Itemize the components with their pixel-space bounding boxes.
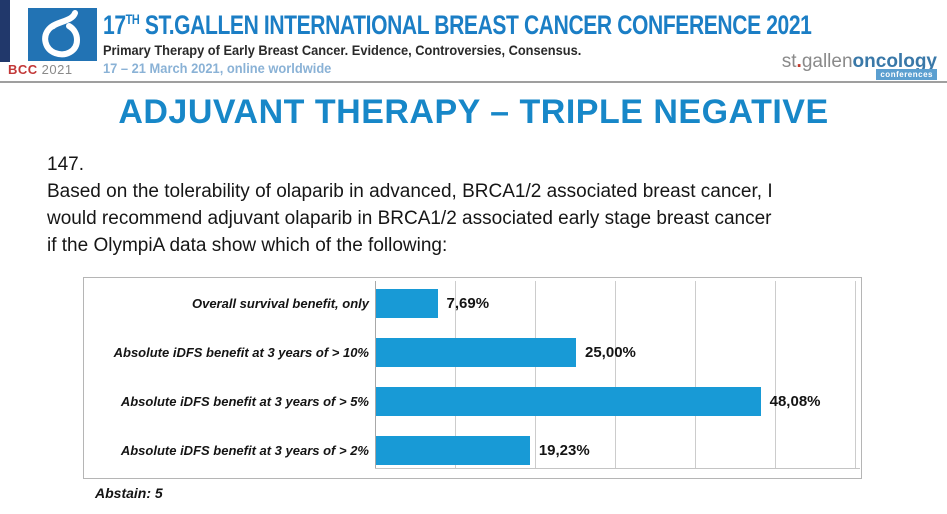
category-label: Overall survival benefit, only xyxy=(191,296,369,311)
plot-area: 7,69% 25,00% 48,08% 19,23% xyxy=(375,281,860,469)
value-label: 48,08% xyxy=(769,393,821,410)
value-label: 19,23% xyxy=(538,442,590,459)
category-label: Absolute iDFS benefit at 3 years of > 5% xyxy=(120,394,369,409)
question-text: Based on the tolerability of olaparib in… xyxy=(47,178,773,259)
category-label: Absolute iDFS benefit at 3 years of > 10… xyxy=(113,345,369,360)
bcc-2021-logo xyxy=(28,8,97,61)
bcc-2021-label: BCC 2021 xyxy=(8,62,73,77)
conferences-badge: conferences xyxy=(876,69,937,80)
bar xyxy=(376,338,576,367)
question-block: 147. Based on the tolerability of olapar… xyxy=(47,151,773,259)
gridline xyxy=(775,281,776,468)
bar xyxy=(376,289,438,318)
value-label: 7,69% xyxy=(446,295,490,312)
question-line: if the OlympiA data show which of the fo… xyxy=(47,235,448,256)
bar xyxy=(376,436,530,465)
bar xyxy=(376,387,761,416)
slide-title: ADJUVANT THERAPY – TRIPLE NEGATIVE xyxy=(118,93,829,131)
axis-baseline xyxy=(375,281,376,468)
question-line: would recommend adjuvant olaparib in BRC… xyxy=(47,208,772,229)
value-label: 25,00% xyxy=(585,344,636,361)
conference-title: 17TH ST.GALLEN INTERNATIONAL BREAST CANC… xyxy=(103,10,812,40)
poll-results-chart: 7,69% 25,00% 48,08% 19,23% Overall survival… xyxy=(83,277,862,479)
bcc-text: BCC xyxy=(8,62,38,77)
brand-gallen: gallen xyxy=(801,51,853,72)
gridline xyxy=(615,281,616,468)
ordinal-suffix: TH xyxy=(125,11,140,27)
drop-swirl-icon xyxy=(42,10,81,58)
gridline xyxy=(695,281,696,468)
header-divider xyxy=(0,81,947,83)
question-number: 147. xyxy=(47,154,84,175)
gridline xyxy=(855,281,856,468)
brand-red-dot: . xyxy=(796,51,802,72)
brand-st: st xyxy=(781,51,797,72)
category-label: Absolute iDFS benefit at 3 years of > 2% xyxy=(120,443,369,458)
conference-subtitle: Primary Therapy of Early Breast Cancer. … xyxy=(103,43,582,58)
brand-oncology: oncology xyxy=(852,51,937,72)
conference-dates: 17 – 21 March 2021, online worldwide xyxy=(103,60,332,76)
bcc-year: 2021 xyxy=(41,62,73,77)
abstain-note: Abstain: 5 xyxy=(95,485,163,501)
left-edge-strip xyxy=(0,0,10,62)
question-line: Based on the tolerability of olaparib in… xyxy=(47,181,773,202)
gridline xyxy=(535,281,536,468)
st-gallen-oncology-logo: st.gallenoncology conferences xyxy=(781,51,937,80)
gridline xyxy=(455,281,456,468)
